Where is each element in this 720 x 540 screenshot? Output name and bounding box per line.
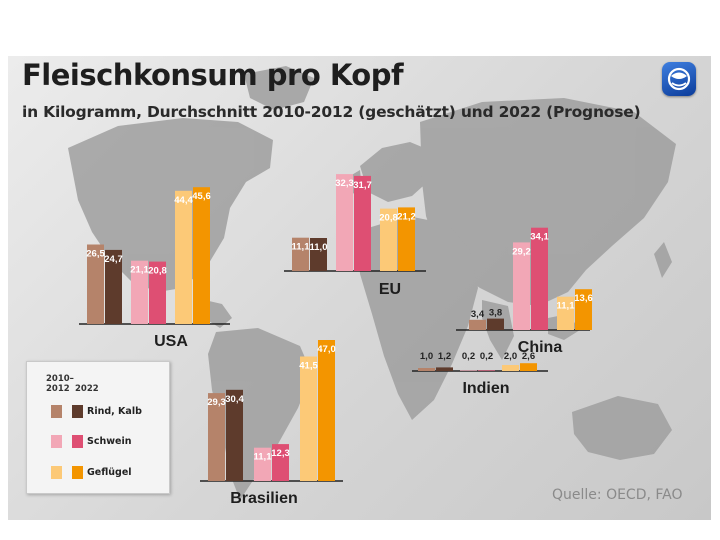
source-note: Quelle: OECD, FAO [552,487,683,503]
value-label-usa-schwein-2022: 20,8 [148,266,167,277]
legend-swatch-schwein-2022 [72,435,83,448]
bar-indien-schwein-2022 [478,370,495,371]
legend-item-gefluegel: Geflügel [51,466,167,480]
value-label-china-rind-2012: 3,4 [471,309,485,320]
value-label-usa-gefluegel-2022: 45,6 [192,191,211,202]
bar-china-schwein-2012 [513,242,530,330]
bar-eu-gefluegel-2012 [380,208,397,271]
bar-eu-rind-2022 [310,238,327,271]
legend-label-gefluegel: Geflügel [87,467,132,478]
value-label-eu-schwein-2012: 32,3 [335,178,354,189]
bar-usa-schwein-2022 [149,261,166,324]
value-label-brasilien-rind-2012: 29,3 [207,397,226,408]
bar-eu-gefluegel-2022 [398,207,415,271]
legend-swatch-gefluegel-2012 [51,466,62,479]
value-label-china-gefluegel-2022: 13,6 [574,293,593,304]
region-label-china: China [518,339,563,356]
region-label-brasilien: Brasilien [230,490,298,507]
bar-brasilien-schwein-2012 [254,447,271,481]
legend-swatch-rind-2022 [72,405,83,418]
value-label-eu-rind-2022: 11,0 [310,242,328,253]
region-label-usa: USA [154,333,188,350]
legend-period-1: 2010– 2012 [46,374,74,394]
value-label-brasilien-gefluegel-2012: 41,5 [299,361,318,372]
bar-usa-schwein-2012 [131,260,148,324]
bar-brasilien-rind-2012 [208,393,225,481]
bar-usa-rind-2012 [87,244,104,324]
bar-eu-rind-2012 [292,237,309,271]
bar-china-gefluegel-2012 [557,296,574,330]
chart-title: Fleischkonsum pro Kopf [22,58,404,92]
bar-indien-rind-2022 [436,367,453,371]
bar-indien-gefluegel-2012 [502,365,519,371]
value-label-indien-schwein-2012: 0,2 [462,351,475,362]
legend-label-rind: Rind, Kalb [87,406,142,417]
chart-subtitle: in Kilogramm, Durchschnitt 2010-2012 (ge… [22,103,641,121]
legend-item-rind: Rind, Kalb [51,405,167,419]
value-label-eu-gefluegel-2012: 20,8 [379,213,398,224]
bar-brasilien-gefluegel-2022 [318,340,335,481]
value-label-usa-rind-2012: 26,5 [86,249,105,260]
bar-eu-schwein-2022 [354,175,371,271]
value-label-indien-gefluegel-2022: 2,6 [522,351,535,362]
value-label-brasilien-gefluegel-2022: 47,0 [317,344,336,355]
bar-usa-rind-2022 [105,249,122,324]
bar-usa-gefluegel-2022 [193,187,210,324]
bar-usa-gefluegel-2012 [175,190,192,324]
region-label-indien: Indien [462,380,509,397]
legend-swatch-schwein-2012 [51,435,62,448]
value-label-brasilien-schwein-2022: 12,3 [271,448,290,459]
bar-indien-schwein-2012 [460,370,477,371]
value-label-china-schwein-2012: 29,2 [512,246,531,257]
bar-brasilien-schwein-2022 [272,444,289,481]
value-label-china-rind-2022: 3,8 [489,308,502,319]
tagesschau-logo-icon [662,62,696,96]
legend: 2010– 2012 2022 Rind, Kalb Schwein Geflü… [26,361,170,494]
bar-brasilien-gefluegel-2012 [300,356,317,481]
region-label-eu: EU [379,281,401,298]
value-label-usa-rind-2022: 24,7 [104,254,123,265]
value-label-brasilien-rind-2022: 30,4 [225,394,244,405]
bar-china-rind-2022 [487,318,504,330]
value-label-indien-rind-2012: 1,0 [420,351,433,362]
value-label-eu-gefluegel-2022: 21,2 [397,211,416,222]
value-label-usa-schwein-2012: 21,1 [130,265,149,276]
value-label-usa-gefluegel-2012: 44,4 [174,195,193,206]
value-label-eu-rind-2012: 11,1 [292,242,311,253]
chart-panel: Fleischkonsum pro Kopf in Kilogramm, Dur… [8,56,711,520]
value-label-indien-rind-2022: 1,2 [438,351,451,362]
bar-china-schwein-2022 [531,227,548,330]
legend-swatch-rind-2012 [51,405,62,418]
bar-indien-rind-2012 [418,368,435,371]
bar-china-gefluegel-2022 [575,289,592,330]
value-label-indien-gefluegel-2012: 2,0 [504,351,517,362]
value-label-brasilien-schwein-2012: 11,1 [254,452,273,463]
value-label-china-schwein-2022: 34,1 [530,232,549,243]
bar-indien-gefluegel-2022 [520,363,537,371]
value-label-eu-schwein-2022: 31,7 [353,180,372,191]
legend-swatch-gefluegel-2022 [72,466,83,479]
bar-eu-schwein-2012 [336,174,353,271]
legend-item-schwein: Schwein [51,435,167,449]
legend-label-schwein: Schwein [87,436,132,447]
value-label-china-gefluegel-2012: 11,1 [557,301,576,312]
legend-period-2: 2022 [75,384,99,394]
bar-china-rind-2012 [469,319,486,330]
value-label-indien-schwein-2022: 0,2 [480,351,493,362]
bar-brasilien-rind-2022 [226,389,243,481]
